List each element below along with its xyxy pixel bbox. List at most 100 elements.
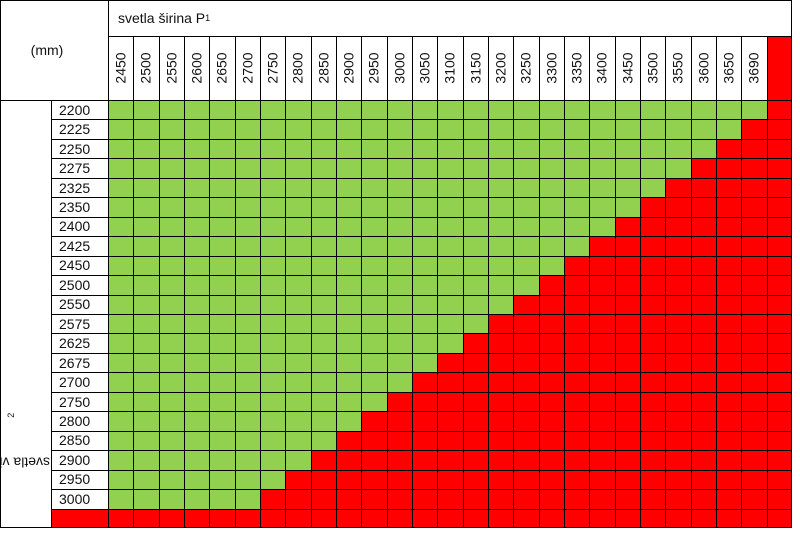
cell-allowed [158,333,184,353]
cell-not-allowed [665,430,691,451]
cell-not-allowed [386,430,412,451]
width-header-label: 3550 [670,52,686,84]
cell-not-allowed [564,372,590,392]
cell-allowed [412,177,438,198]
cell-not-allowed [766,100,792,120]
grid-vertical-line [158,36,160,528]
unit-label-text: (mm) [30,42,64,58]
width-header-3350: 3350 [564,36,590,100]
cell-allowed [361,275,387,295]
cell-allowed [513,236,539,256]
cell-not-allowed [589,411,615,431]
height-header-label: 2850 [59,432,91,449]
cell-allowed [564,197,590,217]
cell-allowed [184,100,210,120]
width-header-3690: 3690 [741,36,767,100]
cell-not-allowed [716,197,742,217]
cell-allowed [336,333,362,353]
cell-allowed [336,314,362,334]
cell-allowed [564,158,590,178]
grid-horizontal-line [108,36,792,37]
cell-not-allowed [538,372,564,392]
width-header-label: 2450 [112,52,129,84]
cell-allowed [133,177,159,198]
cell-not-allowed [716,177,742,198]
cell-allowed [108,177,134,198]
cell-allowed [564,236,590,256]
grid-horizontal-line [51,489,792,491]
cell-allowed [589,197,615,217]
cell-allowed [184,275,210,295]
cell-allowed [640,100,666,120]
cell-allowed [437,119,463,139]
height-header-label: 2750 [59,393,91,410]
cell-allowed [640,177,666,198]
cell-not-allowed [538,411,564,431]
cell-allowed [361,158,387,178]
cell-allowed [462,138,488,159]
cell-allowed [133,138,159,159]
cell-allowed [209,411,235,431]
cell-not-allowed [538,314,564,334]
cell-allowed [437,100,463,120]
cell-not-allowed [285,489,311,509]
cell-not-allowed [640,216,666,237]
cell-allowed [513,197,539,217]
cell-allowed [336,391,362,412]
cell-allowed [386,177,412,198]
cell-not-allowed [513,352,539,373]
height-header-label: 2275 [59,160,91,177]
width-header-label: 3650 [720,52,737,84]
cell-not-allowed [766,508,792,528]
cell-not-allowed [690,216,716,237]
cell-allowed [209,275,235,295]
cell-not-allowed [538,294,564,314]
cell-allowed [412,216,438,237]
cell-allowed [260,216,286,237]
cell-allowed [310,119,336,139]
cell-allowed [665,158,691,178]
height-header-label: 2700 [59,374,91,391]
extra-column-header-cell [766,36,792,100]
cell-not-allowed [640,255,666,276]
cell-not-allowed [614,314,640,334]
cell-not-allowed [690,489,716,509]
cell-allowed [133,469,159,490]
grid-horizontal-line [51,177,792,179]
cell-allowed [184,430,210,451]
cell-allowed [108,430,134,451]
cell-not-allowed [437,489,463,509]
width-header-3050: 3050 [412,36,438,100]
cell-allowed [158,236,184,256]
cell-allowed [488,294,514,314]
cell-not-allowed [513,411,539,431]
height-header-3000: 3000 [51,489,108,509]
cell-allowed [209,314,235,334]
cell-allowed [285,333,311,353]
cell-allowed [310,197,336,217]
cell-allowed [361,119,387,139]
cell-not-allowed [640,236,666,256]
cell-allowed [158,430,184,451]
cell-allowed [158,314,184,334]
cell-allowed [538,216,564,237]
cell-allowed [665,138,691,159]
cell-allowed [412,197,438,217]
cell-not-allowed [589,352,615,373]
width-header-label: 3050 [416,52,433,84]
cell-not-allowed [690,430,716,451]
cell-not-allowed [589,489,615,509]
cell-not-allowed [538,275,564,295]
extra-row-header-cell [51,508,108,528]
width-header-3500: 3500 [640,36,666,100]
cell-not-allowed [665,352,691,373]
width-header-2900: 2900 [336,36,362,100]
cell-not-allowed [564,469,590,490]
width-header-label: 2850 [315,52,332,84]
cell-not-allowed [766,294,792,314]
cell-not-allowed [513,489,539,509]
cell-allowed [513,100,539,120]
cell-allowed [564,100,590,120]
cell-allowed [209,391,235,412]
cell-allowed [538,255,564,276]
